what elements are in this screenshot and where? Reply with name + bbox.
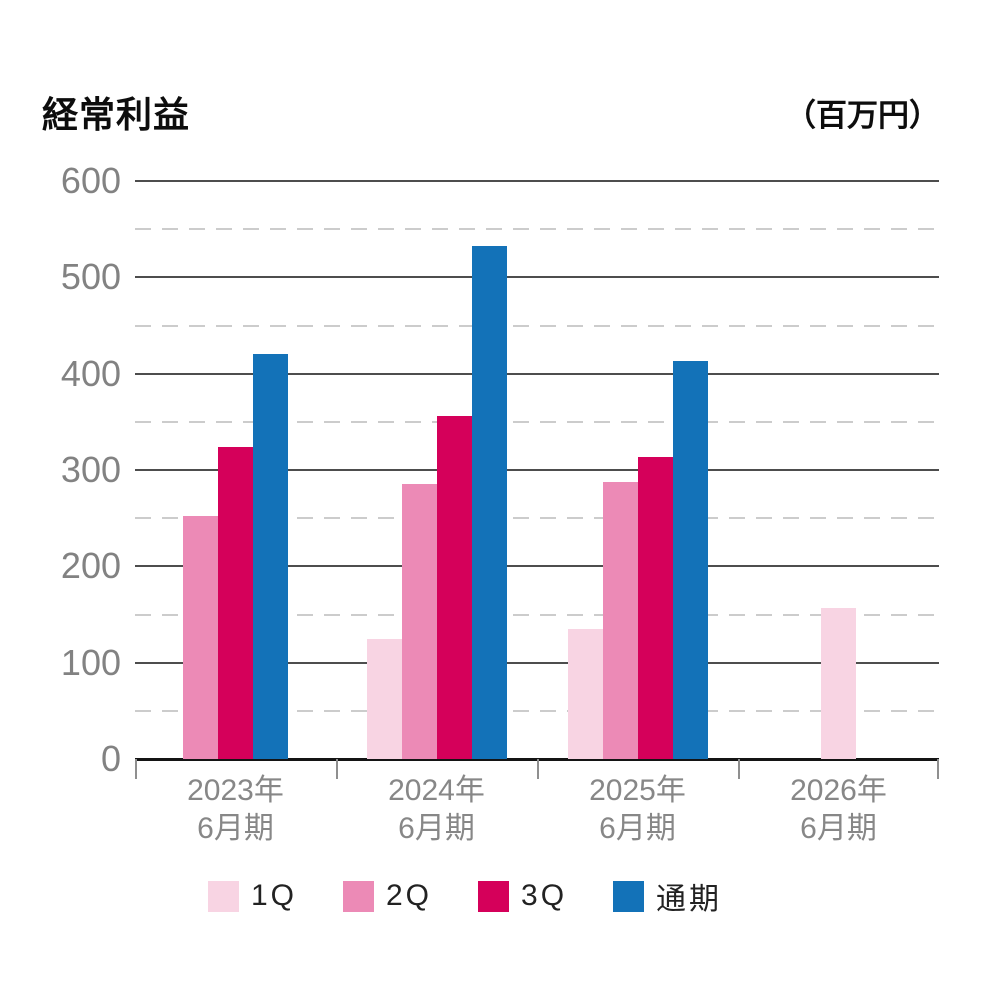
x-axis-label-term: 6月期 (599, 811, 676, 845)
legend-label-fy: 通期 (656, 883, 723, 916)
bar-2q-2025 (602, 481, 638, 759)
plot-area: 0 100 200 300 400 500 600 2023年 6月期 2024年 6月期 2025年… (61, 163, 939, 845)
y-axis-label: 200 (60, 545, 121, 587)
bar-3q-2023 (218, 446, 253, 759)
x-axis-label: 2025年 6月期 (589, 772, 686, 847)
legend-swatch-3q (478, 880, 510, 912)
y-axis-label: 600 (60, 160, 121, 201)
x-axis-label-year: 2025年 (589, 774, 686, 807)
unit-label: （百万円） (785, 98, 940, 133)
bar-1q-2025 (567, 628, 603, 759)
gridline-minor (135, 228, 939, 231)
bar-2q-2023 (183, 516, 218, 759)
axis-tick (336, 759, 338, 779)
legend-label-3q: 3Q (521, 879, 568, 912)
x-axis-label-year: 2024年 (388, 774, 485, 807)
axis-tick (537, 759, 539, 779)
bar-fy-2024 (471, 245, 507, 759)
gridline-major (135, 372, 939, 375)
gridline-major (135, 661, 939, 664)
legend-item-3q: 3Q (478, 879, 567, 913)
x-axis-label-year: 2023年 (187, 774, 284, 807)
legend-item-2q: 2Q (342, 879, 433, 913)
x-axis-label-term: 6月期 (800, 811, 877, 845)
page-title: 経常利益 (42, 94, 191, 135)
bar-1q-2026 (821, 607, 856, 759)
bar-3q-2025 (637, 456, 673, 759)
legend-item-fy: 通期 (613, 874, 722, 918)
axis-tick (135, 759, 137, 779)
y-axis-label: 500 (60, 256, 121, 298)
legend-item-1q: 1Q (207, 879, 297, 913)
y-axis-label: 300 (60, 449, 121, 490)
x-axis-label-term: 6月期 (398, 811, 475, 845)
x-axis-label: 2024年 6月期 (388, 772, 485, 847)
gridline-minor (135, 324, 939, 327)
gridline-major (135, 565, 939, 568)
bar-2q-2024 (401, 484, 437, 759)
bar-fy-2023 (253, 354, 288, 759)
legend-swatch-1q (207, 880, 239, 912)
legend-swatch-fy (613, 880, 645, 912)
x-axis-label-term: 6月期 (197, 811, 274, 845)
y-axis-label: 400 (60, 352, 121, 394)
gridline-minor (135, 709, 939, 712)
x-axis-label: 2026年 6月期 (790, 772, 887, 847)
gridline-minor (135, 517, 939, 520)
bar-3q-2024 (436, 416, 472, 759)
gridline-major (135, 469, 939, 471)
bar-fy-2025 (672, 361, 708, 759)
legend: 1Q 2Q 3Q 通期 (0, 874, 930, 918)
axis-tick (738, 759, 740, 779)
gridline-minor (135, 613, 939, 616)
y-axis-label: 100 (60, 641, 121, 683)
gridline-major (135, 276, 939, 279)
gridline-minor (135, 420, 939, 423)
y-axis-label: 0 (100, 738, 121, 779)
legend-label-1q: 1Q (250, 879, 297, 912)
x-axis-label-year: 2026年 (790, 774, 887, 807)
x-axis-label: 2023年 6月期 (187, 772, 284, 847)
legend-label-2q: 2Q (385, 879, 433, 912)
bar-1q-2024 (366, 638, 402, 759)
gridline-major (135, 180, 939, 182)
axis-tick (937, 759, 939, 779)
legend-swatch-2q (342, 880, 374, 912)
